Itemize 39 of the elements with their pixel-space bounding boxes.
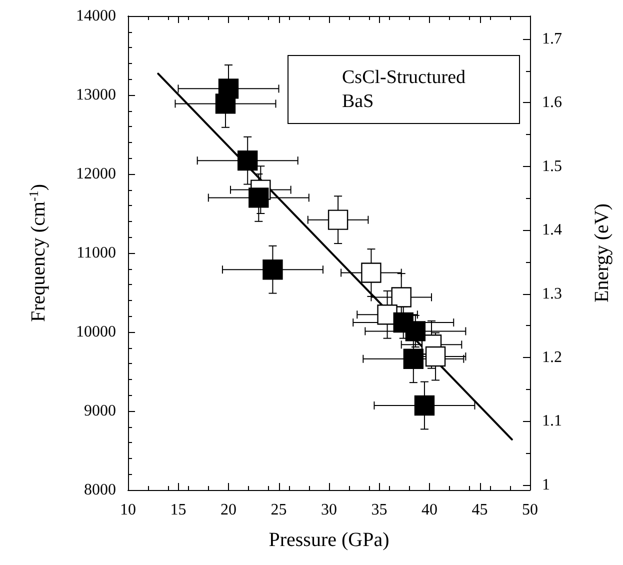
x-tick-label: 10 [120, 502, 136, 518]
x-tick-label: 15 [170, 502, 186, 518]
y-tick-label: 14000 [76, 8, 116, 24]
point [215, 94, 236, 114]
point [405, 321, 426, 342]
y2-tick-label: 1.7 [542, 30, 562, 48]
x-tick-label: 25 [270, 502, 287, 518]
y2-tick-label: 1.3 [542, 285, 562, 302]
x-tick-label: 20 [220, 502, 236, 518]
annotation: CsCl-Structured BaS [342, 67, 466, 112]
y-tick-label: 11000 [76, 244, 116, 262]
y-axis-title: Frequency (cm-1) [26, 184, 50, 322]
x-axis-title: Pressure (GPa) [268, 529, 390, 551]
point [425, 346, 446, 367]
point [391, 287, 412, 308]
x-tick-label: 30 [321, 502, 337, 518]
point [403, 348, 424, 369]
y2-tick-label: 1.1 [542, 412, 562, 430]
y2-tick-label: 1 [542, 476, 550, 494]
y-tick-label: 10000 [76, 324, 116, 340]
y-tick-label: 13000 [76, 86, 116, 104]
point [262, 259, 283, 280]
y2-tick-label: 1.2 [542, 348, 562, 366]
point [328, 210, 348, 230]
x-tick-label: 35 [371, 502, 388, 518]
y2-axis-title: Energy (eV) [591, 203, 613, 303]
y2-tick-label: 1.4 [542, 222, 562, 239]
point [414, 395, 435, 416]
x-tick-label: 40 [422, 502, 438, 518]
y-tick-label: 9000 [84, 402, 116, 420]
x-tick-label: 45 [472, 502, 488, 518]
y-tick-label: 8000 [84, 482, 116, 498]
y2-tick-label: 1.6 [542, 94, 562, 112]
point [248, 188, 269, 208]
y-tick-label: 12000 [76, 166, 116, 182]
point [237, 150, 258, 171]
point [361, 262, 382, 283]
y2-tick-label: 1.5 [542, 158, 562, 175]
x-tick-label: 50 [522, 502, 538, 518]
